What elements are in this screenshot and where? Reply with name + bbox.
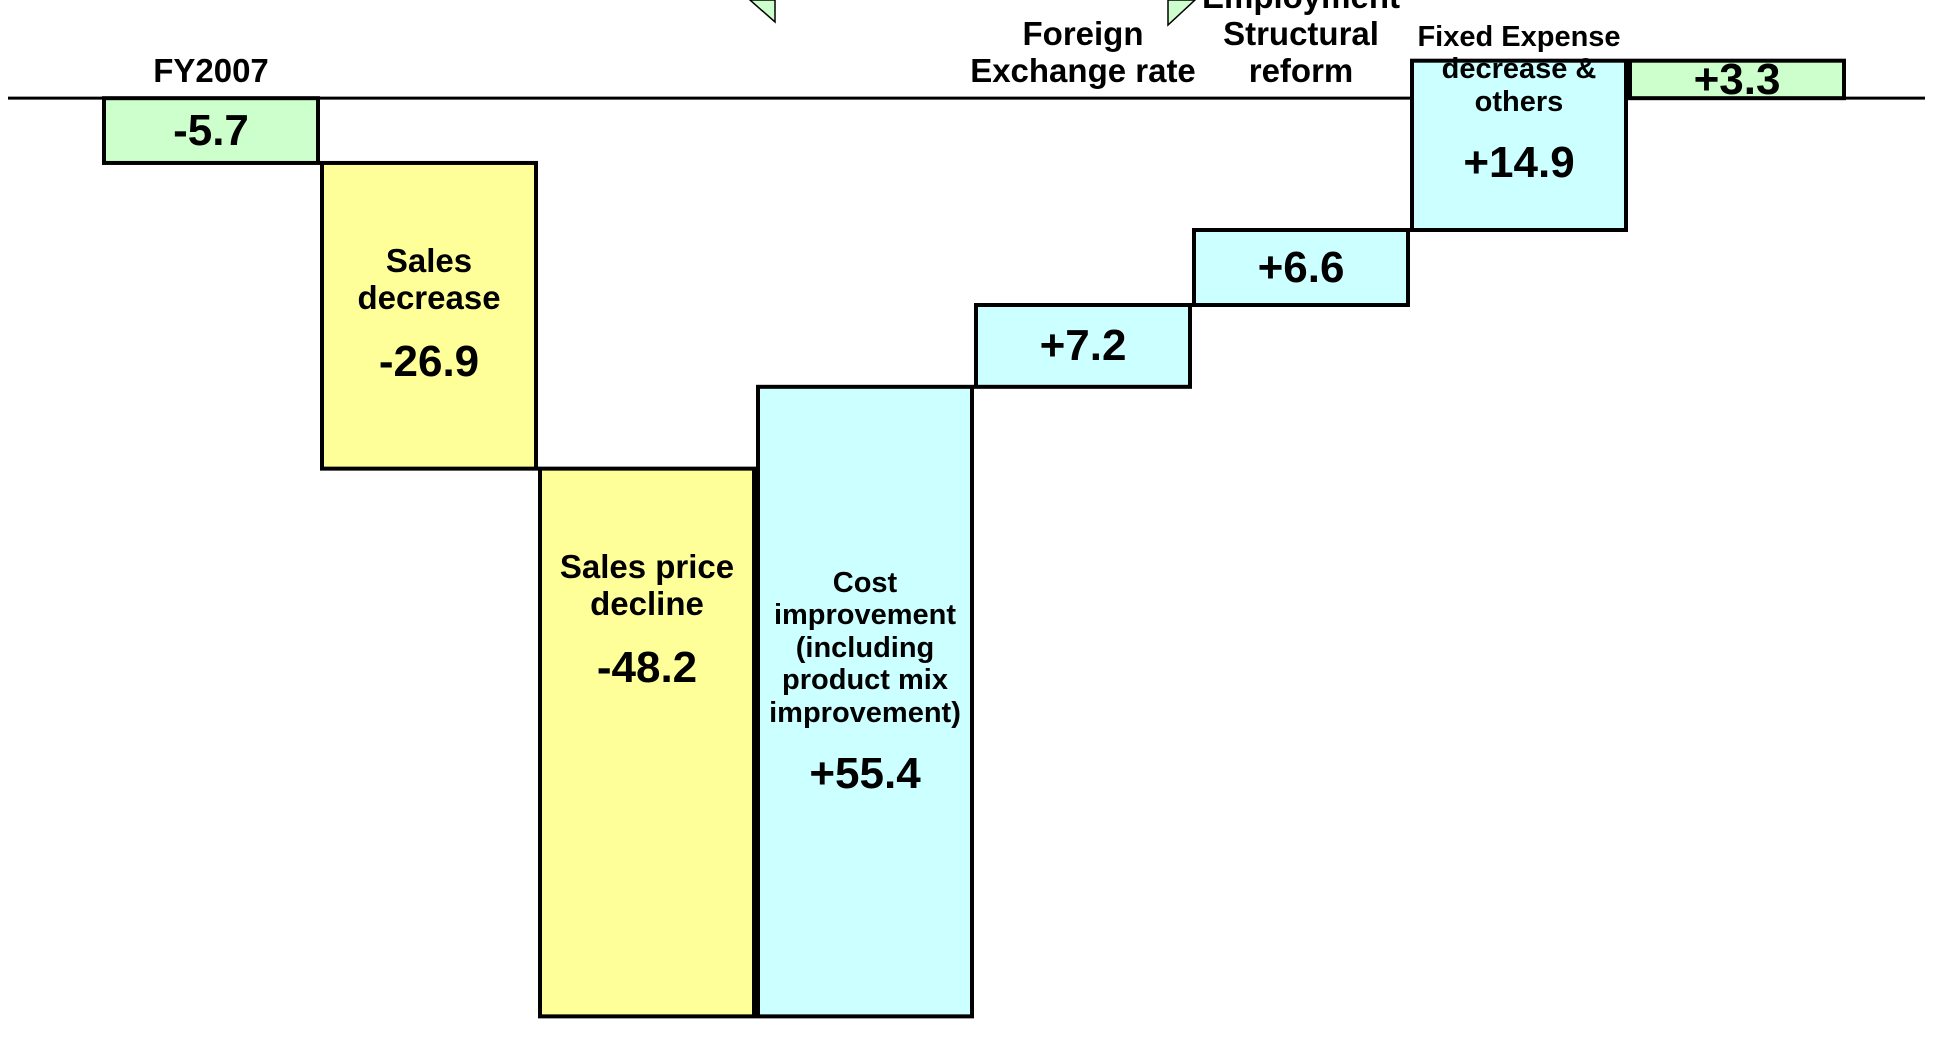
bar <box>320 160 538 471</box>
category-label: Sales decrease <box>357 241 501 316</box>
category-label: Cost improvement (including product mix … <box>769 566 961 729</box>
value-label: +14.9 <box>1463 138 1575 187</box>
value-label: +3.3 <box>1693 54 1781 104</box>
bar <box>102 96 320 165</box>
category-label: Fixed Expense decrease & others <box>1417 20 1621 118</box>
value-label: -5.7 <box>173 106 249 156</box>
bar <box>756 384 974 1019</box>
value-label: +7.2 <box>1039 321 1127 371</box>
value-label: +55.4 <box>809 749 921 798</box>
bar <box>974 303 1192 389</box>
category-label: Sales price decline <box>559 547 735 622</box>
value-label: -26.9 <box>378 337 480 386</box>
category-label: Employment Structural reform <box>1202 0 1400 90</box>
bar <box>1192 228 1410 307</box>
arrow-decoration <box>1167 0 1197 27</box>
arrow-decoration <box>748 0 776 24</box>
bar <box>538 466 756 1019</box>
category-label: Foreign Exchange rate <box>970 15 1196 90</box>
category-label: FY2007 <box>153 52 269 90</box>
bar <box>1410 58 1628 232</box>
value-label: +6.6 <box>1257 243 1345 292</box>
value-label: -48.2 <box>596 643 698 692</box>
bar <box>1628 58 1846 101</box>
